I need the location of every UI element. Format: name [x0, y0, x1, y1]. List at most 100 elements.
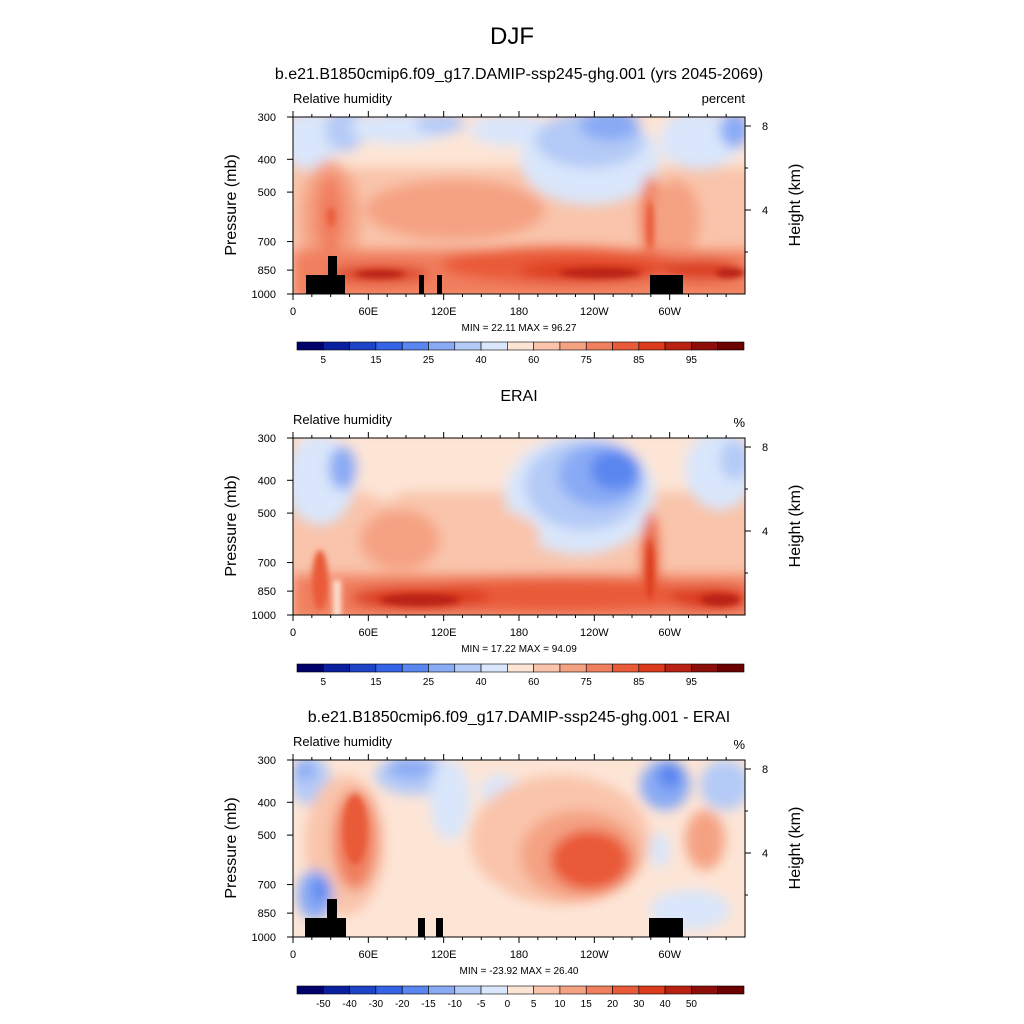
colorbar-swatch [480, 663, 508, 673]
colorbar-label: 60 [528, 677, 540, 688]
x-tick-label: 120E [431, 306, 457, 318]
colorbar-swatch [428, 985, 456, 995]
colorbar-swatch [691, 663, 719, 673]
colorbar-label: 5 [531, 999, 537, 1010]
right-string: percent [702, 91, 746, 106]
colorbar-label: 15 [370, 355, 382, 366]
colorbar-label: 40 [660, 999, 672, 1010]
colorbar-label: -30 [369, 999, 384, 1010]
colorbar-label: 60 [528, 355, 540, 366]
colorbar-swatch [296, 985, 324, 995]
colorbar-label: 5 [321, 355, 327, 366]
min-max-label: MIN = 22.11 MAX = 96.27 [462, 323, 577, 334]
colorbar-swatch [480, 341, 508, 351]
y-tick-label: 500 [258, 508, 276, 520]
colorbar-swatch [533, 341, 561, 351]
panel-title: b.e21.B1850cmip6.f09_g17.DAMIP-ssp245-gh… [308, 709, 730, 726]
x-tick-label: 180 [510, 949, 528, 961]
y-tick-label: 400 [258, 154, 276, 166]
colorbar-swatch [612, 663, 640, 673]
y-tick-label: 700 [258, 237, 276, 249]
colorbar-label: 25 [423, 355, 435, 366]
colorbar-swatch [585, 663, 613, 673]
colorbar-swatch [559, 663, 587, 673]
y-tick-label: 700 [258, 880, 276, 892]
x-tick-label: 120E [431, 949, 457, 961]
colorbar-label: 95 [686, 355, 698, 366]
min-max-label: MIN = -23.92 MAX = 26.40 [460, 966, 579, 977]
colorbar-swatch [322, 341, 350, 351]
colorbar-label: -20 [395, 999, 410, 1010]
y-tick-label: 1000 [252, 932, 276, 944]
left-string: Relative humidity [293, 91, 392, 106]
colorbar-swatch [507, 985, 534, 995]
x-tick-label: 120W [580, 306, 609, 318]
colorbar-swatch [638, 985, 666, 995]
colorbar-swatch [507, 663, 534, 673]
colorbar-label: 15 [370, 677, 382, 688]
colorbar-label: 75 [581, 677, 593, 688]
colorbar-swatch [480, 985, 508, 995]
y-right-tick-label: 8 [762, 764, 768, 776]
colorbar-swatch [717, 341, 745, 351]
y-tick-label: 1000 [252, 289, 276, 301]
min-max-label: MIN = 17.22 MAX = 94.09 [461, 644, 577, 655]
colorbar-swatch [612, 341, 640, 351]
x-tick-label: 0 [290, 306, 296, 318]
y-right-tick-label: 4 [762, 205, 768, 217]
x-tick-label: 60W [658, 949, 681, 961]
colorbar-swatch [691, 985, 719, 995]
y-tick-label: 1000 [252, 610, 276, 622]
colorbar-label: 85 [633, 677, 645, 688]
panel-difference: b.e21.B1850cmip6.f09_g17.DAMIP-ssp245-gh… [223, 709, 804, 1010]
colorbar-swatch [454, 341, 482, 351]
colorbar-swatch [428, 341, 456, 351]
left-string: Relative humidity [293, 412, 392, 427]
colorbar-label: -10 [448, 999, 463, 1010]
colorbar-swatch [401, 341, 429, 351]
colorbar-swatch [296, 663, 324, 673]
y-tick-label: 850 [258, 265, 276, 277]
colorbar-label: -50 [316, 999, 331, 1010]
y-axis-label: Pressure (mb) [223, 154, 240, 255]
y-tick-label: 400 [258, 797, 276, 809]
colorbar-swatch [717, 663, 745, 673]
colorbar-label: 30 [633, 999, 645, 1010]
y-tick-label: 500 [258, 830, 276, 842]
panel-title: ERAI [500, 388, 537, 405]
colorbar-label: -40 [342, 999, 357, 1010]
colorbar-swatch [507, 341, 534, 351]
y-right-tick-label: 4 [762, 848, 768, 860]
colorbar-swatch [638, 663, 666, 673]
colorbar-swatch [533, 663, 561, 673]
colorbar-swatch [349, 663, 377, 673]
x-tick-label: 60W [658, 627, 681, 639]
topography-mask [305, 899, 683, 937]
colorbar-label: 15 [581, 999, 593, 1010]
colorbar-swatch [585, 341, 613, 351]
contour-field [293, 117, 745, 294]
colorbar-swatch [717, 985, 745, 995]
colorbar-label: 40 [475, 355, 487, 366]
colorbar-swatch [375, 341, 403, 351]
colorbar-label: 50 [686, 999, 698, 1010]
colorbar-swatch [585, 985, 613, 995]
colorbar-label: 5 [321, 677, 327, 688]
y-tick-label: 300 [258, 433, 276, 445]
x-tick-label: 60E [359, 306, 379, 318]
colorbar-label: 40 [475, 677, 487, 688]
y-axis-label-right: Height (km) [787, 164, 804, 247]
left-string: Relative humidity [293, 734, 392, 749]
colorbar-swatch [349, 985, 377, 995]
colorbar-label: 20 [607, 999, 619, 1010]
right-string: % [733, 415, 745, 430]
y-right-tick-label: 8 [762, 442, 768, 454]
colorbar-label: 0 [505, 999, 511, 1010]
contour-field [293, 438, 745, 615]
colorbar-label: 95 [686, 677, 698, 688]
x-tick-label: 120W [580, 949, 609, 961]
colorbar-swatch [664, 341, 692, 351]
colorbar-swatch [375, 985, 403, 995]
colorbar-swatch [401, 985, 429, 995]
